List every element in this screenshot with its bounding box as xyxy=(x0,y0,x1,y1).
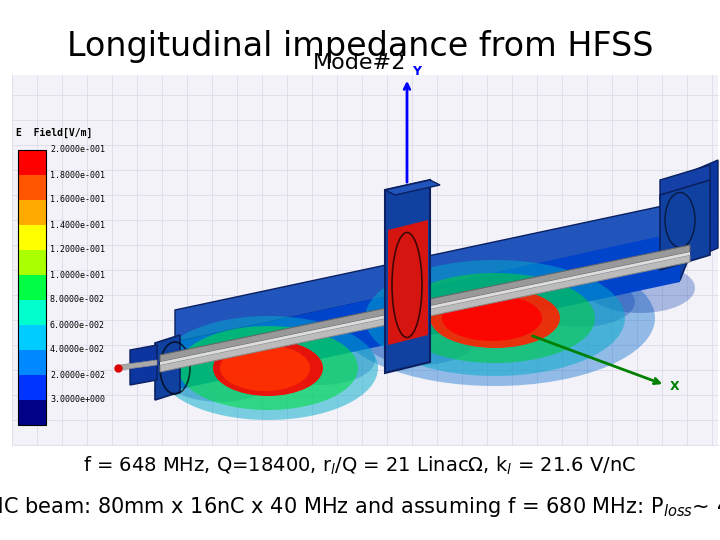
Text: Longitudinal impedance from HFSS: Longitudinal impedance from HFSS xyxy=(67,30,653,63)
Bar xyxy=(12,75,718,445)
Ellipse shape xyxy=(335,250,655,386)
Ellipse shape xyxy=(178,326,358,410)
Ellipse shape xyxy=(220,345,310,391)
Polygon shape xyxy=(175,232,680,390)
Bar xyxy=(18,400,46,425)
Text: 1.6000e-001: 1.6000e-001 xyxy=(50,195,105,205)
Bar xyxy=(18,250,46,275)
Bar xyxy=(18,200,46,225)
Bar xyxy=(18,300,46,325)
Text: 8.0000e-002: 8.0000e-002 xyxy=(50,295,105,305)
Polygon shape xyxy=(660,165,710,200)
Polygon shape xyxy=(160,245,690,362)
Bar xyxy=(18,375,46,400)
Polygon shape xyxy=(160,255,690,372)
Ellipse shape xyxy=(395,273,595,363)
Text: 2.0000e-002: 2.0000e-002 xyxy=(50,370,105,380)
Polygon shape xyxy=(175,198,700,342)
Bar xyxy=(18,275,46,300)
Text: 1.4000e-001: 1.4000e-001 xyxy=(50,220,105,230)
Text: 1.2000e-001: 1.2000e-001 xyxy=(50,246,105,254)
Polygon shape xyxy=(155,230,700,392)
Bar xyxy=(18,150,46,425)
Bar xyxy=(18,150,46,175)
Ellipse shape xyxy=(158,316,378,420)
Polygon shape xyxy=(385,180,440,195)
Polygon shape xyxy=(388,220,428,345)
Polygon shape xyxy=(120,360,157,370)
Polygon shape xyxy=(660,180,710,270)
Ellipse shape xyxy=(585,263,695,313)
Ellipse shape xyxy=(265,335,375,385)
Text: For LHC beam: 80mm x 16nC x 40 MHz and assuming f = 680 MHz: P$_{loss}$~ 44 kW: For LHC beam: 80mm x 16nC x 40 MHz and a… xyxy=(0,495,720,519)
Ellipse shape xyxy=(442,295,542,341)
Text: E  Field[V/m]: E Field[V/m] xyxy=(16,128,92,138)
Ellipse shape xyxy=(430,288,560,348)
Bar xyxy=(18,350,46,375)
Text: 6.0000e-002: 6.0000e-002 xyxy=(50,321,105,329)
Bar xyxy=(18,325,46,350)
Text: f = 648 MHz, Q=18400, r$_l$/Q = 21 Linac$\Omega$, k$_l$ = 21.6 V/nC: f = 648 MHz, Q=18400, r$_l$/Q = 21 Linac… xyxy=(84,455,636,477)
Ellipse shape xyxy=(213,340,323,396)
Text: 1.0000e-001: 1.0000e-001 xyxy=(50,271,105,280)
Ellipse shape xyxy=(365,260,625,376)
Text: 1.8000e-001: 1.8000e-001 xyxy=(50,171,105,179)
Text: 2.0000e-001: 2.0000e-001 xyxy=(50,145,105,154)
Polygon shape xyxy=(155,335,180,400)
Text: 3.0000e+000: 3.0000e+000 xyxy=(50,395,105,404)
Ellipse shape xyxy=(365,315,475,365)
Text: 4.0000e-002: 4.0000e-002 xyxy=(50,346,105,354)
Text: Mode#2: Mode#2 xyxy=(313,53,407,73)
Polygon shape xyxy=(385,180,430,373)
Polygon shape xyxy=(130,345,157,385)
Ellipse shape xyxy=(525,277,635,327)
Polygon shape xyxy=(690,160,718,260)
Bar xyxy=(18,225,46,250)
Polygon shape xyxy=(160,252,690,365)
Text: Y: Y xyxy=(412,65,421,78)
Bar xyxy=(18,175,46,200)
Text: X: X xyxy=(670,380,680,393)
Ellipse shape xyxy=(165,352,275,402)
